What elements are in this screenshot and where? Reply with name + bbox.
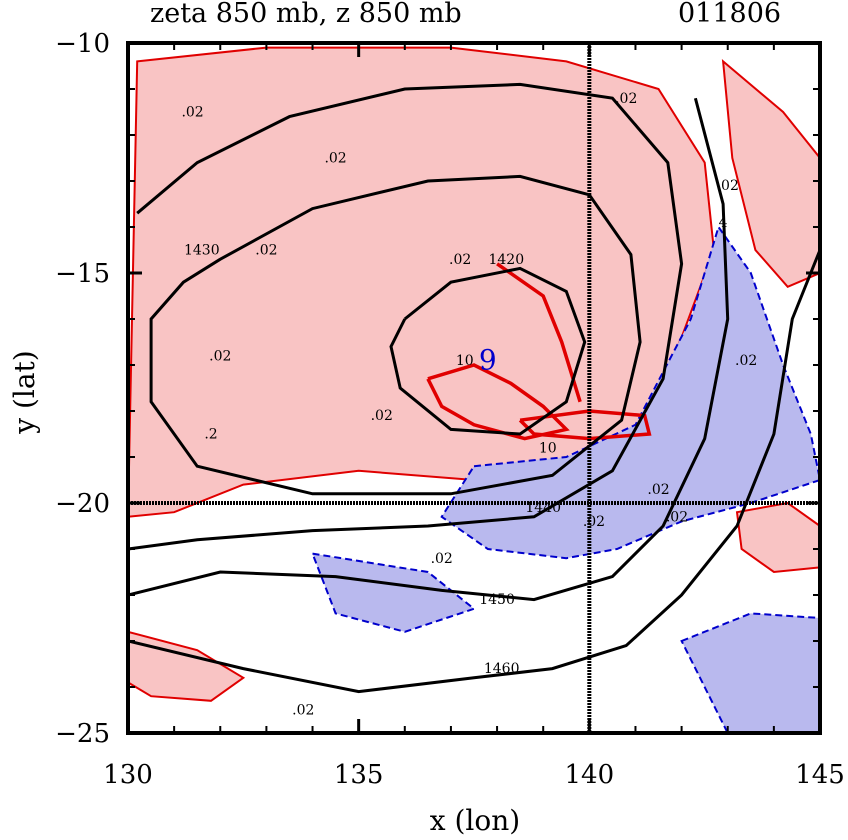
vorticity-contour-label-0: .02 [615, 91, 637, 107]
vorticity-contour-label-10: .02 [431, 551, 453, 567]
height-contour-label-1420: 1420 [488, 252, 524, 268]
vorticity-contour-label-17: 4 [719, 215, 728, 231]
positive-vorticity-region-1 [721, 59, 820, 289]
y-tick-label--10: −10 [55, 29, 110, 59]
vorticity-contour-label-12: .02 [666, 509, 688, 525]
vorticity-contour-label-2: .02 [324, 151, 346, 167]
x-tick-label-135: 135 [334, 760, 384, 790]
vorticity-contour-label-6: .02 [371, 408, 393, 424]
x-tick-label-145: 145 [795, 760, 845, 790]
vorticity-contour-label-4: .02 [449, 252, 471, 268]
contour-labels: 1420 1430 1440 1450 1460 .02 .02 .02 .02 .02 .02 .0… [181, 91, 757, 719]
height-contour-1430 [149, 174, 642, 496]
vorticity-contour-label-5: .02 [209, 348, 231, 364]
negative-vorticity-region-0 [440, 224, 820, 560]
positive-vorticity-region-2 [735, 501, 820, 574]
x-tick-label-130: 130 [103, 760, 153, 790]
chart-timestamp: 011806 [678, 0, 781, 29]
vorticity-contour-label-7: .2 [204, 427, 217, 443]
vorticity-contour-label-11: .02 [717, 178, 739, 194]
y-tick-label--25: −25 [55, 719, 110, 749]
vorticity-contour-label-1: .02 [181, 105, 203, 121]
vortex-center-marker: 9 [479, 344, 497, 377]
vorticity-contour-label-13: .02 [292, 703, 314, 719]
vorticity-contour-label-15: 10 [539, 440, 557, 456]
vorticity-contour-label-14: 10 [456, 353, 474, 369]
vorticity-contour-label-16: .02 [735, 353, 757, 369]
height-contour-1420 [389, 266, 587, 436]
y-tick-label--20: −20 [55, 489, 110, 519]
height-contour-label-1430: 1430 [184, 243, 220, 259]
vorticity-contour-label-9: .02 [583, 514, 605, 530]
vorticity-contour-label-8: .02 [647, 482, 669, 498]
strong-vorticity-contour-2 [496, 262, 582, 403]
height-contours [128, 82, 820, 694]
vorticity-contour-label-3: .02 [255, 243, 277, 259]
reference-lines [128, 43, 820, 733]
x-tick-label-140: 140 [565, 760, 615, 790]
x-axis-label: x (lon) [430, 804, 520, 837]
height-contour-label-1460: 1460 [484, 661, 520, 677]
negative-vorticity-fills [310, 224, 820, 733]
y-tick-label--15: −15 [55, 259, 110, 289]
chart-title: zeta 850 mb, z 850 mb [150, 0, 462, 29]
height-contour-label-1450: 1450 [479, 592, 515, 608]
plot-frame [126, 41, 822, 735]
y-axis-label: y (lat) [8, 350, 41, 434]
strong-vorticity-contour-0 [426, 363, 570, 441]
height-contour-label-1440: 1440 [525, 500, 561, 516]
positive-vorticity-region-3 [128, 630, 246, 702]
negative-vorticity-region-2 [680, 612, 820, 733]
height-contour-1450 [128, 97, 730, 602]
height-contour-1440 [128, 82, 684, 551]
height-contour-1460 [128, 249, 820, 694]
axis-ticks: 130 135 140 145 −10 −15 −20 −25 [55, 29, 845, 790]
negative-vorticity-region-1 [310, 552, 477, 633]
